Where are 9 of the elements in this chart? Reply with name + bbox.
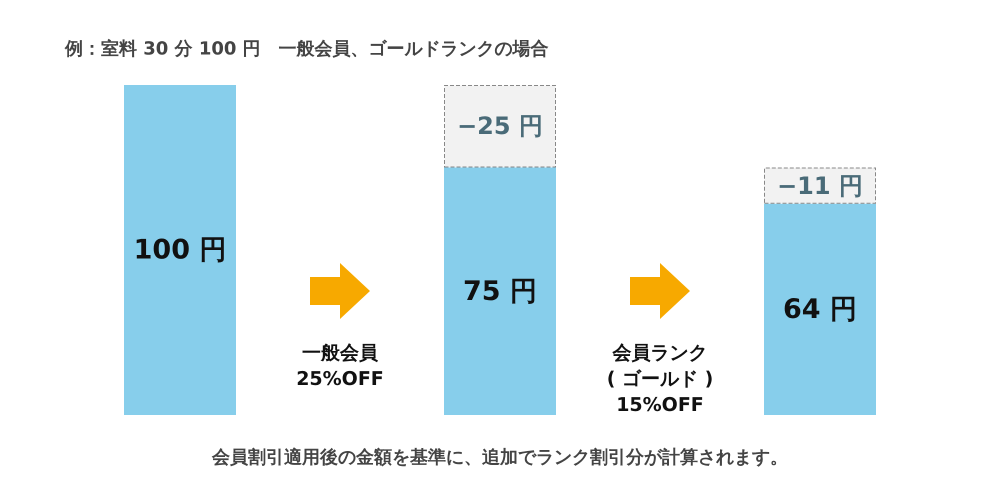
data-label: 75 円 (463, 276, 537, 307)
chart-title: 例：室料 30 分 100 円 一般会員、ゴールドランクの場合 (64, 38, 549, 60)
data-label: 64 円 (783, 294, 857, 325)
text: 会員割引適用後の金額を基準に、追加でランク割引分が計算されます。 (210, 446, 789, 469)
data-label: 100 円 (134, 234, 226, 266)
annotation: −11 円 (764, 170, 876, 202)
annotation: −25 円 (456, 111, 544, 142)
annotation: 一般会員 25%OFF (295, 341, 385, 392)
annotation: 会員ランク ( ゴールド ) 15%OFF (606, 341, 714, 418)
